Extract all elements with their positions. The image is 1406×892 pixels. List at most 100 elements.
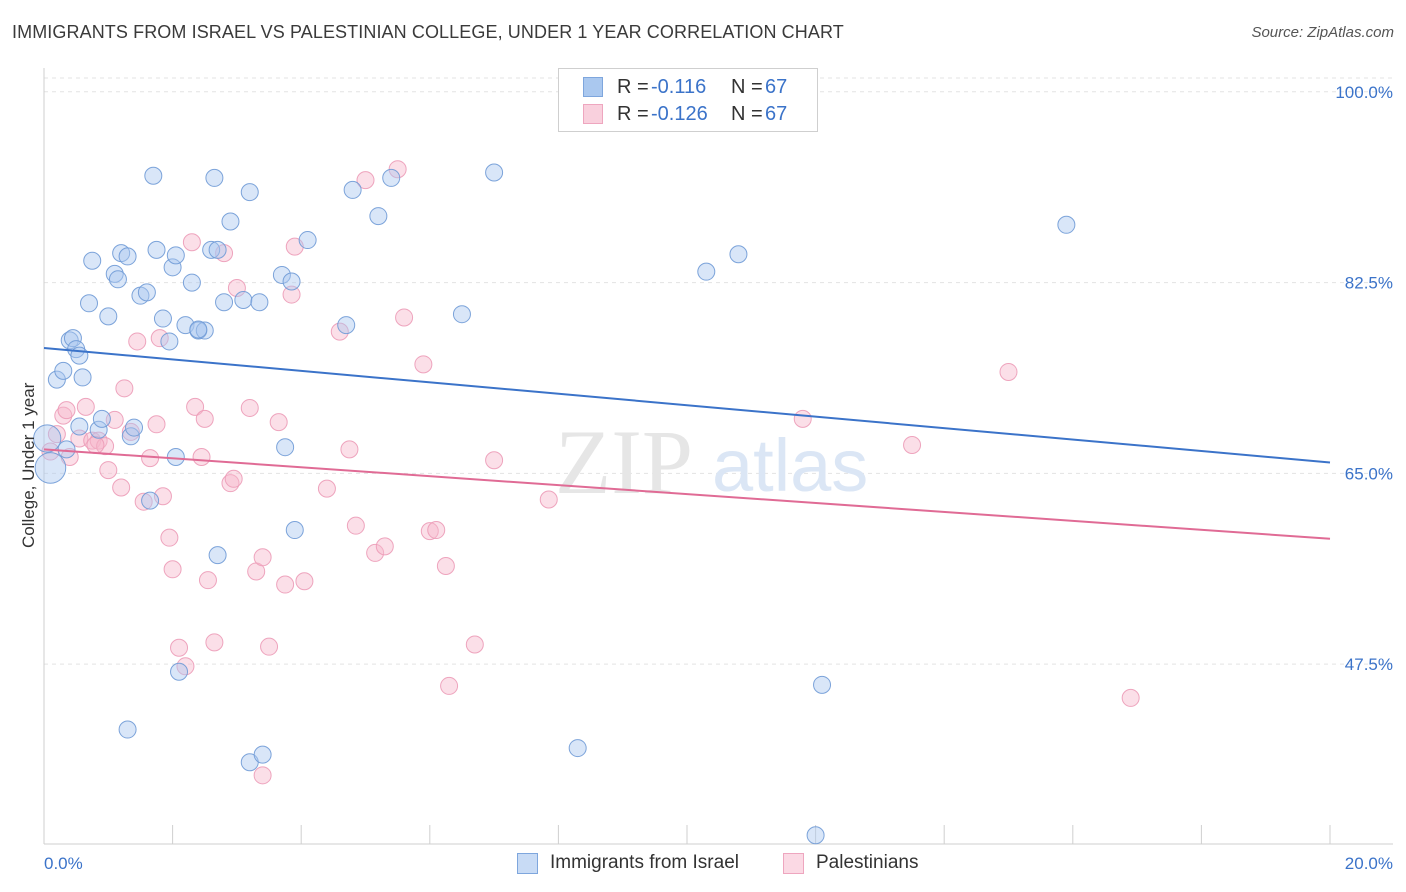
palestinians-point <box>276 575 295 594</box>
israel-point <box>160 332 179 351</box>
israel-point <box>73 368 92 387</box>
israel-point <box>153 309 172 328</box>
palestinians-point <box>160 528 179 547</box>
palestinians-point <box>356 171 375 190</box>
legend-r-value: -0.126 <box>651 102 708 125</box>
palestinians-point <box>205 633 224 652</box>
israel-point <box>208 546 227 565</box>
trend-lines <box>43 346 1331 540</box>
palestinians-point <box>260 637 279 656</box>
palestinians-point <box>192 448 211 466</box>
israel-point <box>272 265 291 284</box>
palestinians-point <box>99 461 118 480</box>
israel-point <box>568 739 587 758</box>
palestinians-point <box>240 398 259 417</box>
legend-swatch-palestinians <box>783 852 804 874</box>
x-tick-label: 20.0% <box>1345 854 1393 873</box>
israel-point <box>105 264 124 283</box>
series-legend: Immigrants from Israel Palestinians <box>0 851 1406 877</box>
palestinians-point <box>163 560 182 579</box>
palestinians-point <box>436 557 455 576</box>
palestinians-point <box>999 362 1018 381</box>
palestinians-point <box>395 308 414 327</box>
axes <box>43 68 1393 845</box>
y-tick-label: 47.5% <box>1345 655 1393 674</box>
legend-item-palestinians[interactable]: Palestinians <box>783 852 918 874</box>
palestinians-point <box>115 379 134 398</box>
israel-point <box>54 361 73 380</box>
palestinians-point <box>440 676 459 695</box>
israel-point <box>202 240 221 259</box>
israel-point <box>166 448 185 466</box>
israel-point <box>137 283 156 302</box>
israel-point <box>343 180 362 199</box>
watermark-atlas: atlas <box>712 424 868 507</box>
palestinians-point <box>903 436 922 455</box>
israel-point <box>182 273 201 292</box>
legend-n-value: 67 <box>765 102 788 125</box>
israel-point <box>63 329 82 348</box>
palestinians-point <box>150 329 169 348</box>
correlation-legend: R = -0.116 N = 67 R = -0.126 N = 67 <box>558 68 818 132</box>
israel-point <box>813 675 832 694</box>
israel-points <box>33 163 1076 845</box>
palestinians-point <box>485 451 504 470</box>
palestinians-point <box>793 409 812 428</box>
israel-point <box>208 240 227 259</box>
palestinians-point <box>295 572 314 591</box>
y-axis-label: College, Under 1 year <box>19 382 38 548</box>
legend-row-israel: R = -0.116 N = 67 <box>583 74 787 100</box>
israel-point <box>92 409 111 428</box>
watermark-zip: ZIP <box>555 411 693 513</box>
legend-r-label: R = <box>617 75 649 98</box>
israel-point <box>118 720 137 739</box>
israel-point <box>369 207 388 226</box>
gridlines <box>44 77 1393 665</box>
palestinians-point <box>346 516 365 535</box>
source-label: Source: ZipAtlas.com <box>1251 24 1394 41</box>
israel-point <box>83 251 102 270</box>
israel-point <box>189 320 208 339</box>
palestinians-point <box>198 571 217 590</box>
palestinians-point <box>86 436 105 455</box>
legend-swatch-israel <box>583 77 603 97</box>
y-tick-label: 100.0% <box>1335 83 1393 102</box>
palestinians-point <box>253 548 272 567</box>
palestinians-point <box>366 543 385 562</box>
legend-n-label: N = <box>731 102 763 125</box>
legend-row-palestinians: R = -0.126 N = 67 <box>583 101 787 127</box>
palestinians-point <box>134 492 153 511</box>
palestinians-trend-line <box>43 448 1331 540</box>
israel-point <box>250 293 269 312</box>
palestinians-point <box>414 355 433 374</box>
legend-item-israel[interactable]: Immigrants from Israel <box>517 852 739 874</box>
israel-point <box>147 240 166 259</box>
israel-point <box>382 168 401 187</box>
israel-point <box>337 316 356 335</box>
palestinians-point <box>1121 688 1140 707</box>
palestinians-point <box>253 766 272 785</box>
legend-n-label: N = <box>731 75 763 98</box>
israel-point <box>33 424 62 453</box>
palestinians-point <box>375 537 394 556</box>
israel-point <box>697 262 716 281</box>
palestinians-point <box>539 490 558 509</box>
palestinians-point <box>105 410 124 429</box>
israel-point <box>729 245 748 264</box>
israel-point <box>166 246 185 265</box>
israel-point <box>253 745 272 764</box>
x-tick-label: 0.0% <box>44 854 83 873</box>
y-tick-label: 82.5% <box>1345 274 1393 293</box>
y-axis-label-wrap: College, Under 1 year <box>19 383 39 748</box>
israel-point <box>806 826 825 845</box>
palestinians-point <box>330 322 349 341</box>
israel-point <box>141 491 160 510</box>
israel-point <box>125 418 144 437</box>
palestinians-point <box>182 233 201 252</box>
israel-point <box>240 183 259 202</box>
palestinians-point <box>427 521 446 540</box>
israel-point <box>298 231 317 250</box>
legend-label-israel: Immigrants from Israel <box>550 852 739 873</box>
legend-label-palestinians: Palestinians <box>816 852 919 873</box>
